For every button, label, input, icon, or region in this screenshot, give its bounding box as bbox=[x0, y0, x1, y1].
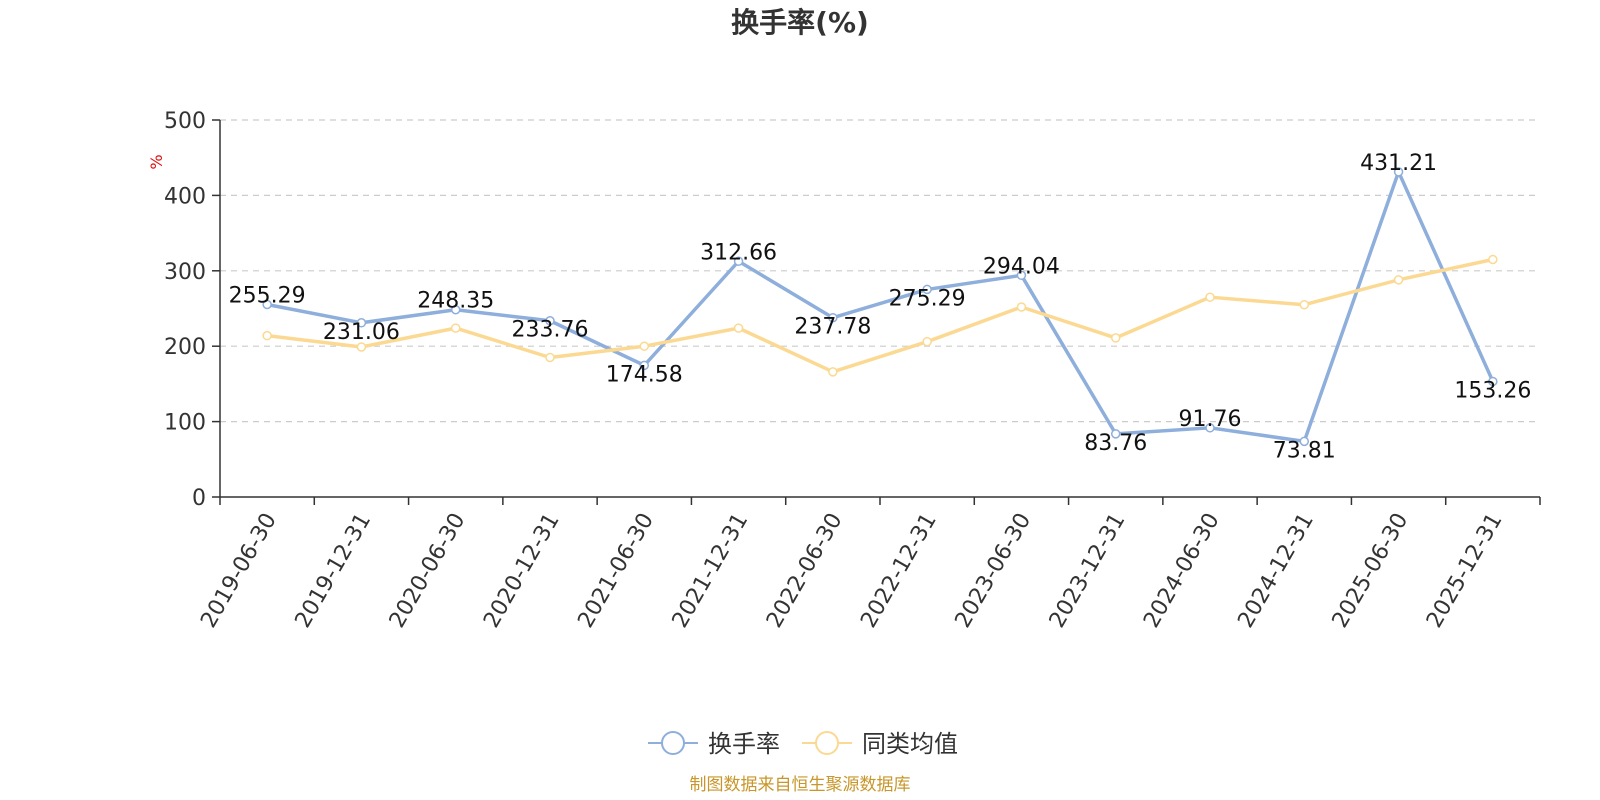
legend-label: 同类均值 bbox=[862, 730, 958, 758]
x-tick-label: 2019-06-30 bbox=[196, 509, 282, 632]
x-tick-label: 2024-12-31 bbox=[1233, 509, 1319, 632]
series-line bbox=[266, 170, 1495, 444]
data-point bbox=[1110, 429, 1121, 439]
data-label: 83.76 bbox=[1084, 431, 1147, 456]
x-tick-label: 2025-06-30 bbox=[1328, 509, 1414, 632]
data-point bbox=[1016, 302, 1027, 312]
legend-marker bbox=[661, 731, 685, 755]
data-label: 312.66 bbox=[700, 240, 777, 265]
data-point bbox=[1299, 299, 1310, 310]
y-tick-label: 300 bbox=[164, 260, 206, 285]
data-point bbox=[262, 299, 272, 310]
data-point bbox=[545, 352, 555, 363]
y-tick-label: 200 bbox=[164, 335, 206, 360]
data-label: 153.26 bbox=[1454, 378, 1531, 403]
data-label: 231.06 bbox=[323, 320, 400, 345]
data-point bbox=[545, 315, 555, 326]
data-point bbox=[922, 336, 932, 347]
data-point bbox=[450, 304, 461, 315]
y-axis: 0 100 200 300 400 500 bbox=[164, 109, 221, 511]
data-point bbox=[356, 342, 367, 352]
data-point bbox=[1016, 270, 1027, 281]
data-label: 255.29 bbox=[229, 284, 306, 309]
data-point bbox=[1488, 376, 1498, 387]
x-axis: 2019-06-30 2019-12-31 2020-06-30 2020-12-31… bbox=[196, 496, 1541, 632]
data-label: 174.58 bbox=[606, 362, 683, 387]
data-label: 294.04 bbox=[983, 254, 1060, 279]
data-point bbox=[1110, 333, 1121, 343]
x-tick-label: 2022-06-30 bbox=[762, 509, 848, 632]
x-tick-label: 2021-06-30 bbox=[573, 509, 659, 632]
data-point bbox=[639, 360, 650, 371]
x-tick-label: 2021-12-31 bbox=[668, 509, 754, 632]
data-point bbox=[450, 323, 461, 333]
data-point bbox=[1205, 292, 1215, 302]
data-point bbox=[639, 341, 650, 351]
data-label: 233.76 bbox=[512, 318, 589, 343]
x-tick-label: 2024-06-30 bbox=[1139, 509, 1225, 632]
grid-lines bbox=[220, 119, 1540, 423]
series-line bbox=[266, 257, 1494, 374]
data-label: 73.81 bbox=[1273, 438, 1336, 463]
data-point bbox=[1393, 275, 1404, 285]
data-point bbox=[1299, 436, 1310, 447]
data-label: 91.76 bbox=[1179, 407, 1242, 432]
data-point bbox=[1488, 254, 1498, 265]
y-tick-label: 400 bbox=[164, 184, 206, 209]
data-point bbox=[733, 256, 744, 267]
data-point bbox=[922, 284, 932, 295]
data-label: 237.78 bbox=[794, 315, 871, 340]
x-tick-label: 2023-06-30 bbox=[951, 509, 1037, 632]
legend-label: 换手率 bbox=[708, 730, 780, 758]
data-label: 275.29 bbox=[889, 286, 966, 311]
data-point bbox=[356, 318, 367, 328]
x-tick-label: 2023-12-31 bbox=[1045, 509, 1131, 632]
y-axis-unit-label: % bbox=[147, 154, 166, 169]
data-label: 431.21 bbox=[1360, 151, 1437, 176]
x-tick-label: 2019-12-31 bbox=[291, 509, 377, 632]
series-lines bbox=[262, 167, 1498, 447]
data-point bbox=[828, 312, 838, 323]
x-tick-label: 2025-12-31 bbox=[1422, 509, 1508, 632]
data-point bbox=[262, 330, 272, 341]
x-tick-label: 2022-12-31 bbox=[856, 509, 942, 632]
x-tick-label: 2020-06-30 bbox=[385, 509, 471, 632]
y-tick-label: 0 bbox=[192, 486, 206, 511]
y-tick-label: 500 bbox=[164, 109, 206, 134]
data-labels: 255.29 231.06 248.35 233.76 174.58 312.66 237.… bbox=[229, 151, 1532, 463]
legend-marker bbox=[815, 731, 839, 755]
legend: 换手率 同类均值 bbox=[648, 730, 958, 758]
x-tick-label: 2020-12-31 bbox=[479, 509, 565, 632]
source-note: 制图数据来自恒生聚源数据库 bbox=[690, 775, 911, 795]
data-point bbox=[1393, 167, 1404, 177]
data-label: 248.35 bbox=[417, 289, 494, 314]
chart-title: 换手率(%) bbox=[731, 6, 869, 39]
data-point bbox=[1205, 423, 1215, 433]
data-point bbox=[828, 367, 838, 377]
y-tick-label: 100 bbox=[164, 411, 206, 436]
data-point bbox=[733, 323, 744, 333]
